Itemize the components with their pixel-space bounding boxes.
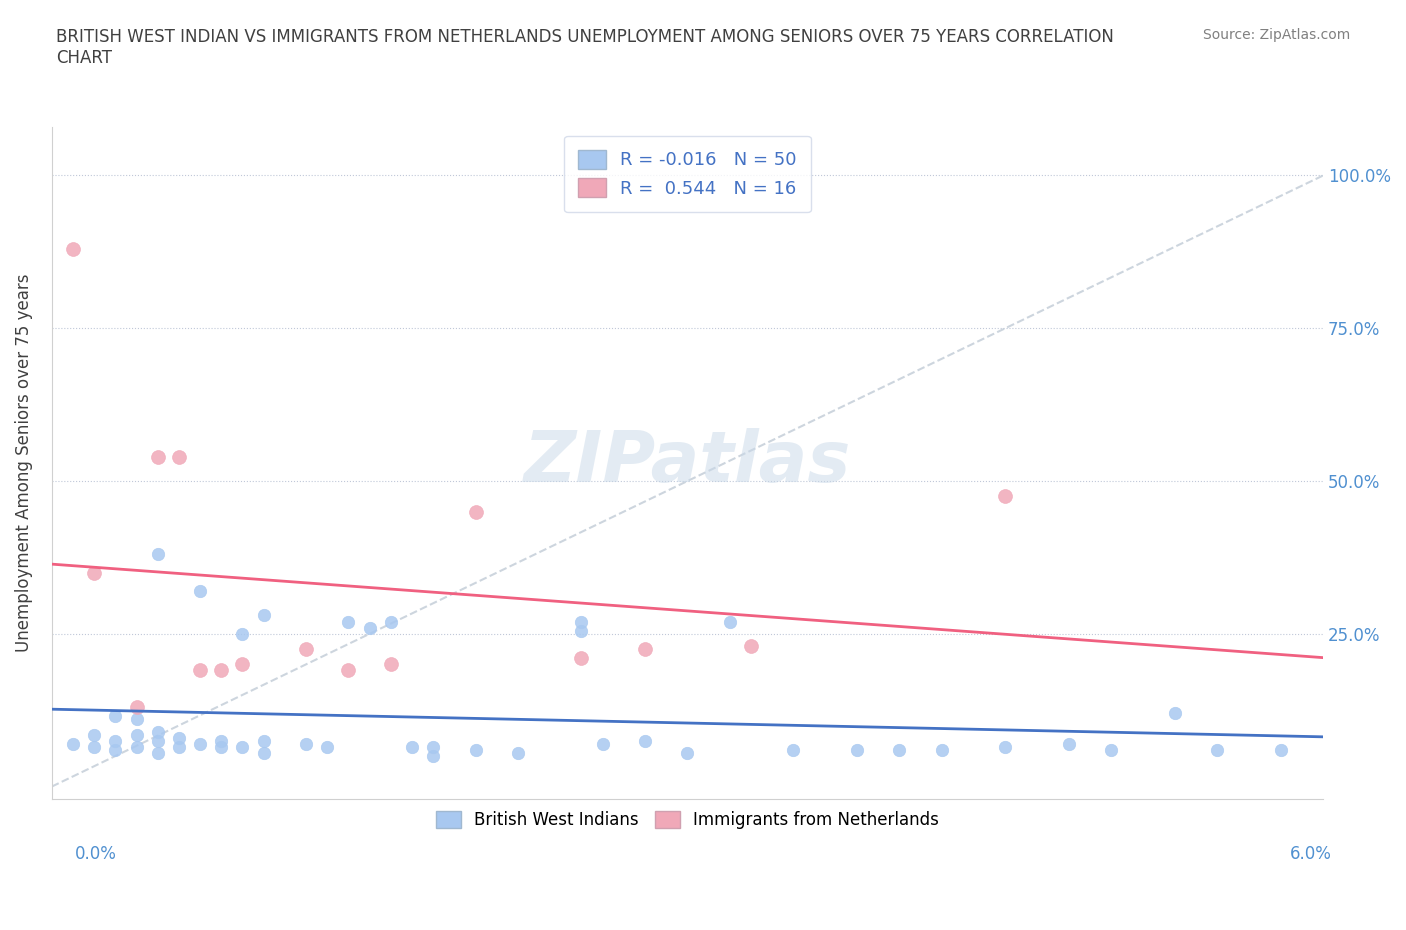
Point	[188, 663, 211, 678]
Point	[571, 651, 593, 666]
Point	[146, 746, 169, 761]
Point	[83, 739, 105, 754]
Point	[104, 742, 127, 757]
Point	[718, 614, 741, 629]
Point	[316, 739, 339, 754]
Point	[401, 739, 423, 754]
Point	[571, 623, 593, 638]
Point	[422, 739, 444, 754]
Point	[889, 742, 911, 757]
Point	[571, 614, 593, 629]
Y-axis label: Unemployment Among Seniors over 75 years: Unemployment Among Seniors over 75 years	[15, 273, 32, 652]
Point	[740, 639, 762, 654]
Point	[104, 709, 127, 724]
Legend: British West Indians, Immigrants from Netherlands: British West Indians, Immigrants from Ne…	[427, 803, 948, 838]
Point	[1206, 742, 1229, 757]
Point	[846, 742, 869, 757]
Text: BRITISH WEST INDIAN VS IMMIGRANTS FROM NETHERLANDS UNEMPLOYMENT AMONG SENIORS OV: BRITISH WEST INDIAN VS IMMIGRANTS FROM N…	[56, 28, 1114, 67]
Text: 6.0%: 6.0%	[1289, 844, 1331, 863]
Point	[380, 657, 402, 671]
Point	[380, 614, 402, 629]
Point	[931, 742, 953, 757]
Point	[337, 663, 360, 678]
Point	[634, 734, 657, 749]
Point	[125, 739, 148, 754]
Point	[592, 737, 614, 751]
Point	[209, 734, 232, 749]
Point	[506, 746, 529, 761]
Point	[994, 489, 1017, 504]
Point	[337, 614, 360, 629]
Point	[146, 724, 169, 739]
Text: Source: ZipAtlas.com: Source: ZipAtlas.com	[1202, 28, 1350, 42]
Point	[146, 547, 169, 562]
Point	[104, 734, 127, 749]
Point	[125, 727, 148, 742]
Point	[167, 739, 190, 754]
Point	[231, 657, 253, 671]
Point	[1099, 742, 1122, 757]
Point	[209, 739, 232, 754]
Point	[188, 737, 211, 751]
Point	[167, 449, 190, 464]
Point	[83, 565, 105, 580]
Point	[62, 737, 84, 751]
Point	[359, 620, 381, 635]
Point	[295, 737, 318, 751]
Point	[994, 739, 1017, 754]
Point	[464, 742, 486, 757]
Point	[782, 742, 804, 757]
Point	[1057, 737, 1080, 751]
Point	[464, 504, 486, 519]
Point	[1270, 742, 1292, 757]
Point	[231, 627, 253, 642]
Point	[634, 642, 657, 657]
Point	[295, 642, 318, 657]
Text: ZIPatlas: ZIPatlas	[524, 428, 851, 498]
Point	[231, 739, 253, 754]
Point	[422, 749, 444, 764]
Point	[188, 584, 211, 599]
Point	[209, 663, 232, 678]
Point	[146, 734, 169, 749]
Point	[83, 727, 105, 742]
Point	[253, 608, 276, 623]
Point	[253, 734, 276, 749]
Point	[146, 449, 169, 464]
Point	[167, 730, 190, 745]
Point	[676, 746, 699, 761]
Text: 0.0%: 0.0%	[75, 844, 117, 863]
Point	[1164, 706, 1187, 721]
Point	[62, 242, 84, 257]
Point	[253, 746, 276, 761]
Point	[125, 699, 148, 714]
Point	[125, 712, 148, 727]
